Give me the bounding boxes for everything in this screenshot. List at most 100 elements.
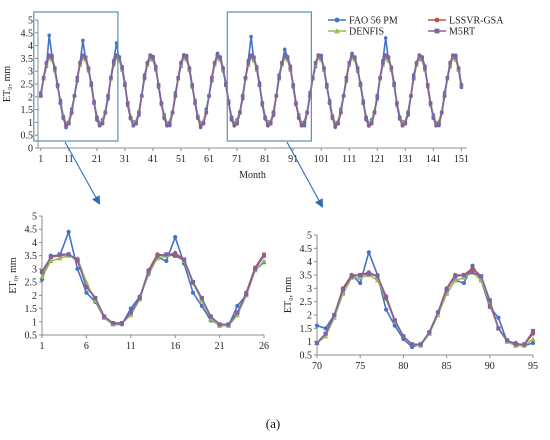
data-point <box>336 121 340 125</box>
data-point <box>61 115 66 120</box>
data-point <box>461 272 466 278</box>
data-point <box>125 101 130 105</box>
data-point <box>333 123 338 127</box>
data-point <box>48 258 54 264</box>
data-point <box>165 123 169 127</box>
data-point <box>310 76 315 80</box>
data-point <box>522 342 527 347</box>
data-point <box>240 94 245 98</box>
data-point <box>277 76 281 80</box>
data-point <box>423 66 427 71</box>
data-point <box>139 94 144 98</box>
data-point <box>131 123 136 127</box>
legend-item-m5rt: M5RT <box>428 27 475 38</box>
data-point <box>302 121 307 125</box>
data-point <box>226 101 231 105</box>
data-point <box>461 280 466 286</box>
y-tick-label: 1.5 <box>21 105 34 116</box>
data-point <box>349 274 354 279</box>
data-point <box>253 266 258 271</box>
data-point <box>89 83 94 87</box>
data-point <box>383 53 388 58</box>
data-point <box>44 61 49 65</box>
y-tick-label: 3.5 <box>300 271 313 282</box>
data-point <box>83 55 88 60</box>
data-point <box>84 285 89 290</box>
data-point <box>153 66 158 71</box>
data-point <box>187 66 192 71</box>
data-point <box>325 83 329 87</box>
x-tick-label: 95 <box>528 361 538 372</box>
data-point <box>39 274 45 279</box>
data-point <box>110 321 116 326</box>
data-point <box>487 298 492 303</box>
data-point <box>530 336 536 342</box>
data-point <box>57 252 62 257</box>
x-tick-label: 11 <box>64 154 74 165</box>
data-point <box>397 115 402 120</box>
legend-item-lssvr-gsa: LSSVR-GSA <box>428 16 504 27</box>
data-point <box>182 53 186 58</box>
y-tick-label: 5 <box>307 231 312 242</box>
data-point <box>386 55 391 60</box>
x-tick-label: 91 <box>288 154 298 165</box>
data-point <box>401 334 406 339</box>
data-point <box>134 121 138 125</box>
data-point <box>78 61 82 65</box>
y-tick-label: 5 <box>32 212 37 223</box>
data-point <box>119 321 125 326</box>
data-point <box>190 280 196 285</box>
data-point <box>81 53 85 58</box>
data-point <box>199 303 204 309</box>
data-point <box>103 110 108 115</box>
data-point <box>232 123 237 127</box>
data-point <box>344 76 349 80</box>
y-axis-label: ET₀, mm <box>8 257 19 293</box>
data-point <box>53 66 57 71</box>
y-tick-label: 2 <box>32 291 37 302</box>
data-point <box>271 110 276 115</box>
x-tick-label: 85 <box>442 361 452 372</box>
series-m5rt <box>39 252 267 327</box>
data-point <box>75 76 80 80</box>
y-tick-label: 3.5 <box>21 54 34 65</box>
data-point <box>459 83 464 87</box>
data-point <box>167 121 172 125</box>
data-point <box>282 47 287 52</box>
data-point <box>111 61 116 65</box>
legend-label: LSSVR-GSA <box>449 16 504 27</box>
data-point <box>66 229 71 234</box>
data-point <box>238 110 242 115</box>
y-tick-label: 1.5 <box>300 324 313 335</box>
data-point <box>162 115 166 120</box>
data-point <box>75 257 80 262</box>
data-point <box>156 83 161 87</box>
data-point <box>288 66 293 71</box>
legend-label: DENFIS <box>349 27 384 38</box>
data-point <box>347 61 352 65</box>
y-axis-label: ET₀, mm <box>2 66 13 102</box>
x-tick-label: 16 <box>170 341 180 352</box>
data-point <box>513 342 518 347</box>
y-tick-label: 2 <box>307 311 312 322</box>
data-point <box>366 271 371 276</box>
series-line-denfis <box>316 271 534 347</box>
y-tick-label: 2.5 <box>25 278 38 289</box>
series-line-m5rt <box>41 253 265 326</box>
x-tick-label: 121 <box>370 154 385 165</box>
x-tick-label: 51 <box>176 154 186 165</box>
data-point <box>470 270 475 275</box>
x-tick-label: 1 <box>40 341 45 352</box>
data-point <box>504 338 510 343</box>
data-point <box>145 61 150 65</box>
data-point <box>229 115 234 120</box>
data-point <box>128 312 134 318</box>
data-point <box>41 76 46 80</box>
zoom-frame-2 <box>226 11 312 142</box>
data-point <box>39 94 43 98</box>
data-point <box>268 121 273 125</box>
data-point <box>414 61 419 65</box>
data-point <box>208 316 214 322</box>
